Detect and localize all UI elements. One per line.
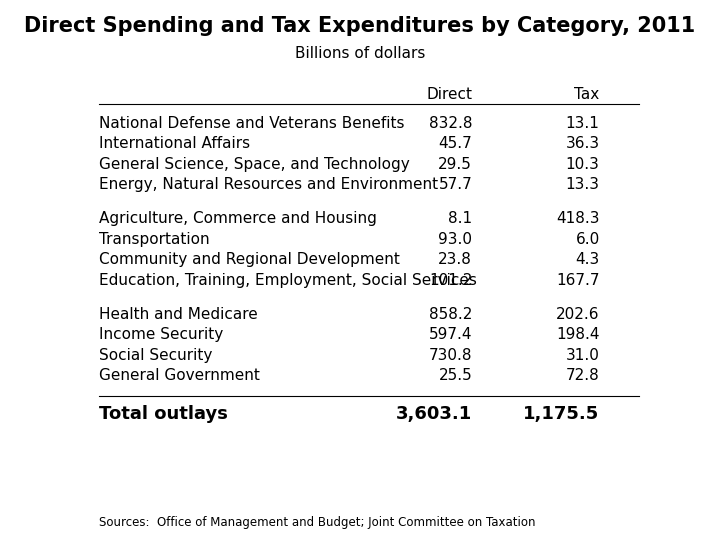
Text: 13.3: 13.3 bbox=[566, 177, 600, 192]
Text: Education, Training, Employment, Social Services: Education, Training, Employment, Social … bbox=[99, 273, 477, 288]
Text: International Affairs: International Affairs bbox=[99, 136, 251, 151]
Text: 1,175.5: 1,175.5 bbox=[523, 405, 600, 423]
Text: Billions of dollars: Billions of dollars bbox=[294, 46, 426, 61]
Text: National Defense and Veterans Benefits: National Defense and Veterans Benefits bbox=[99, 116, 405, 131]
Text: Health and Medicare: Health and Medicare bbox=[99, 307, 258, 322]
Text: 858.2: 858.2 bbox=[429, 307, 472, 322]
Text: 418.3: 418.3 bbox=[556, 211, 600, 226]
Text: Community and Regional Development: Community and Regional Development bbox=[99, 252, 400, 267]
Text: 29.5: 29.5 bbox=[438, 157, 472, 172]
Text: 31.0: 31.0 bbox=[566, 348, 600, 363]
Text: General Government: General Government bbox=[99, 368, 260, 383]
Text: 730.8: 730.8 bbox=[428, 348, 472, 363]
Text: Transportation: Transportation bbox=[99, 232, 210, 247]
Text: 13.1: 13.1 bbox=[566, 116, 600, 131]
Text: 202.6: 202.6 bbox=[556, 307, 600, 322]
Text: 832.8: 832.8 bbox=[428, 116, 472, 131]
Text: Direct Spending and Tax Expenditures by Category, 2011: Direct Spending and Tax Expenditures by … bbox=[24, 16, 696, 36]
Text: Total outlays: Total outlays bbox=[99, 405, 228, 423]
Text: Social Security: Social Security bbox=[99, 348, 212, 363]
Text: 23.8: 23.8 bbox=[438, 252, 472, 267]
Text: 25.5: 25.5 bbox=[438, 368, 472, 383]
Text: 167.7: 167.7 bbox=[556, 273, 600, 288]
Text: General Science, Space, and Technology: General Science, Space, and Technology bbox=[99, 157, 410, 172]
Text: Direct: Direct bbox=[426, 87, 472, 103]
Text: 93.0: 93.0 bbox=[438, 232, 472, 247]
Text: 36.3: 36.3 bbox=[565, 136, 600, 151]
Text: Income Security: Income Security bbox=[99, 327, 223, 342]
Text: 6.0: 6.0 bbox=[575, 232, 600, 247]
Text: 597.4: 597.4 bbox=[428, 327, 472, 342]
Text: 72.8: 72.8 bbox=[566, 368, 600, 383]
Text: 10.3: 10.3 bbox=[566, 157, 600, 172]
Text: 198.4: 198.4 bbox=[556, 327, 600, 342]
Text: Sources:  Office of Management and Budget; Joint Committee on Taxation: Sources: Office of Management and Budget… bbox=[99, 516, 536, 529]
Text: Tax: Tax bbox=[575, 87, 600, 103]
Text: 8.1: 8.1 bbox=[448, 211, 472, 226]
Text: 57.7: 57.7 bbox=[438, 177, 472, 192]
Text: 3,603.1: 3,603.1 bbox=[396, 405, 472, 423]
Text: 45.7: 45.7 bbox=[438, 136, 472, 151]
Text: Agriculture, Commerce and Housing: Agriculture, Commerce and Housing bbox=[99, 211, 377, 226]
Text: 4.3: 4.3 bbox=[575, 252, 600, 267]
Text: 101.2: 101.2 bbox=[429, 273, 472, 288]
Text: Energy, Natural Resources and Environment: Energy, Natural Resources and Environmen… bbox=[99, 177, 438, 192]
